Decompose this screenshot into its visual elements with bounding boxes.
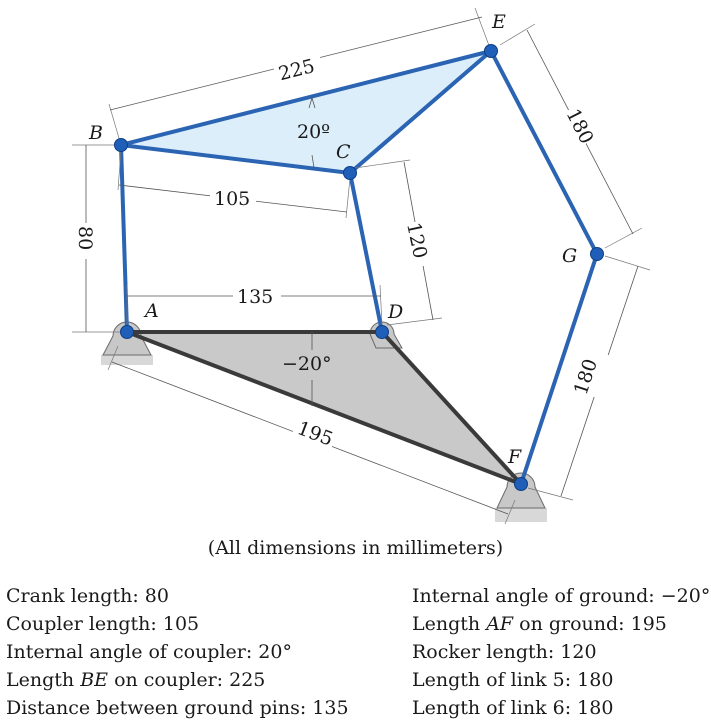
dim-label-ab: 80 xyxy=(74,226,96,250)
spec-rocker-length: Rocker length: 120 xyxy=(412,641,597,663)
rocker-cd xyxy=(348,171,384,334)
label-point-c: C xyxy=(336,141,351,163)
spec-list-right: Internal angle of ground: −20° Length AF… xyxy=(412,582,710,722)
spec-coupler-angle: Internal angle of coupler: 20° xyxy=(6,641,292,663)
coupler-ce xyxy=(348,49,493,175)
spec-coupler-length: Coupler length: 105 xyxy=(6,613,200,635)
crank-ab xyxy=(119,143,129,334)
coupler-bc xyxy=(119,143,352,175)
pin-g xyxy=(590,247,604,261)
spec-ground-pin-distance: Distance between ground pins: 135 xyxy=(6,697,349,719)
dim-label-ground-angle: −20° xyxy=(282,353,332,375)
label-point-e: E xyxy=(491,11,506,33)
pin-f xyxy=(514,477,528,491)
pin-a xyxy=(120,325,134,339)
ground-link-af xyxy=(125,330,523,486)
link-5-eg xyxy=(489,49,599,256)
dim-label-bc: 105 xyxy=(214,188,250,210)
dim-label-ad: 135 xyxy=(237,286,273,308)
coupler-angle-marker xyxy=(308,96,316,169)
spec-list-left: Crank length: 80 Coupler length: 105 Int… xyxy=(6,582,349,722)
ground-link-df xyxy=(380,330,523,486)
pin-d xyxy=(375,325,389,339)
spec-link-6-length: Length of link 6: 180 xyxy=(412,697,614,719)
label-point-d: D xyxy=(387,301,403,323)
figure-caption: (All dimensions in millimeters) xyxy=(207,537,504,559)
pin-c xyxy=(343,166,357,180)
linkage-diagram: A B C D E F G 225 20º 105 80 120 135 −20… xyxy=(72,7,651,525)
label-point-b: B xyxy=(88,122,103,144)
spec-length-af: Length AF on ground: 195 xyxy=(412,613,667,635)
coupler-triangle xyxy=(121,51,491,173)
coupler-be xyxy=(119,49,493,147)
spec-length-be: Length BE on coupler: 225 xyxy=(6,669,266,691)
label-point-f: F xyxy=(507,446,522,468)
pin-b xyxy=(114,138,128,152)
link-6-gf xyxy=(519,252,599,486)
pin-e xyxy=(484,44,498,58)
spec-link-5-length: Length of link 5: 180 xyxy=(412,669,614,691)
spec-ground-angle: Internal angle of ground: −20° xyxy=(412,585,711,607)
spec-crank-length: Crank length: 80 xyxy=(6,585,169,607)
label-point-a: A xyxy=(143,300,159,322)
label-point-g: G xyxy=(562,245,577,267)
dim-label-coupler-angle: 20º xyxy=(297,121,330,143)
